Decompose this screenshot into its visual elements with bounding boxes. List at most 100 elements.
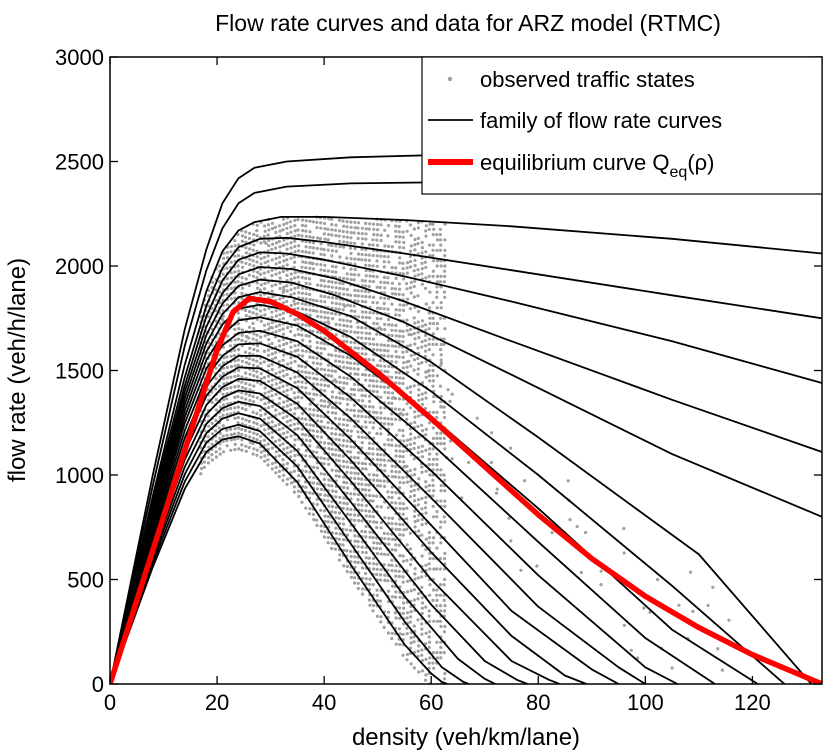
observed-point — [267, 416, 271, 420]
observed-point — [375, 567, 379, 571]
observed-point — [337, 558, 342, 562]
observed-point — [334, 505, 338, 509]
observed-point — [266, 280, 270, 284]
observed-point — [345, 502, 349, 506]
observed-point — [304, 438, 308, 442]
observed-point — [243, 235, 248, 239]
observed-point — [326, 248, 330, 252]
observed-point — [278, 412, 282, 416]
observed-point — [677, 603, 681, 607]
observed-point — [443, 222, 447, 226]
observed-point — [409, 489, 413, 493]
observed-point — [353, 330, 357, 334]
observed-point — [319, 419, 323, 424]
observed-point — [330, 249, 335, 253]
observed-point — [393, 407, 398, 411]
observed-point — [383, 469, 387, 473]
observed-point — [431, 243, 435, 247]
observed-point — [383, 573, 387, 577]
observed-point — [323, 300, 327, 304]
observed-point — [368, 279, 372, 283]
observed-point — [420, 402, 425, 406]
observed-point — [364, 378, 368, 382]
x-tick-label: 100 — [627, 690, 664, 715]
observed-point — [387, 495, 391, 499]
observed-point — [293, 359, 297, 364]
observed-point — [296, 348, 300, 352]
observed-point — [289, 361, 293, 365]
observed-point — [438, 280, 443, 284]
observed-point — [345, 470, 349, 474]
observed-point — [401, 355, 405, 359]
observed-point — [412, 368, 416, 372]
observed-point — [303, 464, 308, 468]
observed-point — [417, 670, 421, 674]
observed-point — [386, 631, 390, 635]
observed-point — [364, 425, 368, 429]
observed-point — [386, 506, 390, 510]
observed-point — [420, 261, 424, 265]
observed-point — [217, 363, 222, 367]
observed-point — [423, 286, 428, 290]
observed-point — [398, 616, 402, 620]
observed-point — [420, 496, 424, 501]
observed-point — [390, 475, 395, 479]
observed-point — [439, 243, 443, 247]
family-curve-20 — [110, 435, 448, 684]
observed-point — [387, 459, 391, 463]
observed-point — [375, 348, 379, 352]
observed-point — [356, 492, 360, 497]
observed-point — [289, 277, 293, 281]
observed-point — [353, 220, 357, 224]
observed-point — [402, 481, 406, 485]
observed-point — [300, 354, 305, 358]
observed-point — [307, 251, 311, 255]
observed-point — [428, 593, 432, 597]
observed-point — [274, 392, 278, 396]
observed-point — [293, 412, 297, 416]
observed-point — [431, 457, 436, 461]
observed-point — [364, 232, 368, 236]
observed-point — [233, 406, 237, 410]
observed-point — [319, 310, 323, 314]
observed-point — [379, 385, 383, 389]
observed-point — [356, 513, 360, 518]
observed-point — [353, 346, 357, 350]
observed-point — [393, 611, 397, 615]
observed-point — [345, 277, 349, 281]
observed-point — [270, 435, 274, 440]
observed-point — [428, 363, 432, 367]
observed-point — [270, 352, 274, 356]
observed-point — [274, 450, 278, 454]
observed-point — [431, 541, 435, 545]
observed-point — [405, 412, 409, 416]
observed-point — [308, 491, 312, 495]
observed-point — [408, 385, 413, 389]
observed-point — [368, 603, 372, 607]
observed-point — [357, 273, 361, 277]
observed-point — [390, 245, 394, 249]
observed-point — [281, 463, 285, 467]
observed-point — [364, 331, 368, 335]
y-tick-label: 1000 — [55, 463, 104, 488]
observed-point — [420, 601, 425, 605]
observed-point — [330, 484, 334, 488]
observed-point — [282, 288, 286, 292]
observed-point — [316, 419, 320, 423]
observed-point — [247, 325, 252, 329]
observed-point — [398, 329, 402, 333]
observed-point — [356, 560, 360, 565]
observed-point — [277, 239, 281, 244]
observed-point — [259, 413, 263, 418]
observed-point — [252, 232, 256, 237]
observed-point — [390, 637, 394, 641]
observed-point — [311, 371, 315, 375]
observed-point — [330, 228, 334, 232]
observed-point — [341, 229, 345, 234]
observed-point — [263, 391, 267, 395]
observed-point — [356, 581, 360, 585]
observed-point — [394, 569, 398, 573]
observed-point — [401, 449, 406, 454]
observed-point — [315, 497, 319, 501]
observed-point — [431, 410, 435, 414]
